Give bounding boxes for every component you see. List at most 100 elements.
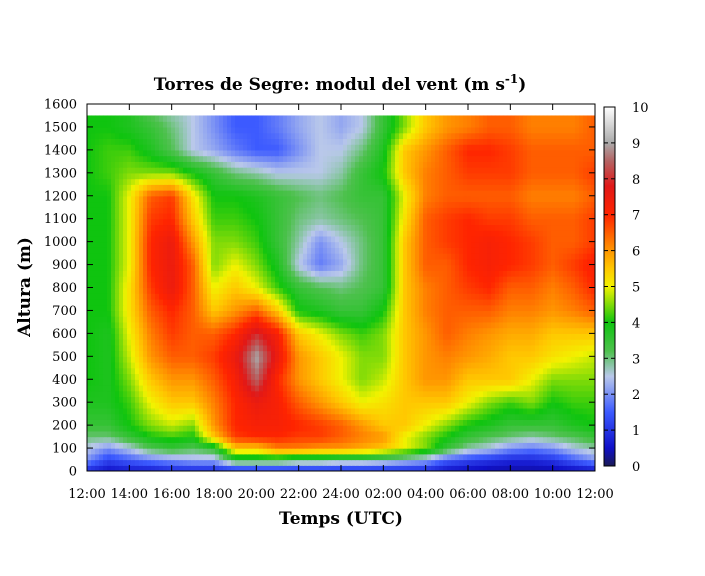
heatmap-cell xyxy=(95,339,100,346)
heatmap-cell xyxy=(479,310,484,317)
heatmap-cell xyxy=(263,425,268,432)
heatmap-cell xyxy=(115,396,120,403)
heatmap-cell xyxy=(375,270,380,277)
heatmap-cell xyxy=(371,310,376,317)
heatmap-cell xyxy=(123,327,128,334)
heatmap-cell xyxy=(171,247,176,254)
heatmap-cell xyxy=(447,384,452,392)
heatmap-cell xyxy=(467,419,472,426)
heatmap-cell xyxy=(339,430,344,438)
heatmap-cell xyxy=(351,339,356,346)
heatmap-cell xyxy=(391,362,396,369)
heatmap-cell xyxy=(87,362,92,369)
heatmap-cell xyxy=(587,453,592,461)
heatmap-cell xyxy=(463,430,468,438)
heatmap-cell xyxy=(559,264,564,271)
heatmap-cell xyxy=(251,413,256,420)
heatmap-cell xyxy=(143,425,148,432)
heatmap-cell xyxy=(211,436,216,443)
heatmap-cell xyxy=(559,276,564,283)
heatmap-cell xyxy=(447,430,452,438)
heatmap-cell xyxy=(503,419,508,426)
heatmap-cell xyxy=(363,339,368,346)
heatmap-cell xyxy=(163,316,168,323)
heatmap-cell xyxy=(123,402,128,409)
heatmap-cell xyxy=(223,448,228,455)
heatmap-cell xyxy=(295,293,300,300)
heatmap-cell xyxy=(331,270,336,277)
heatmap-cell xyxy=(127,276,132,283)
heatmap-cell xyxy=(563,253,568,260)
heatmap-cell xyxy=(551,321,556,329)
heatmap-cell xyxy=(223,339,228,346)
heatmap-cell xyxy=(507,459,512,466)
heatmap-cell xyxy=(199,362,204,369)
heatmap-cell xyxy=(467,390,472,398)
heatmap-cell xyxy=(231,453,236,461)
heatmap-cell xyxy=(135,293,140,300)
heatmap-cell xyxy=(383,281,388,289)
heatmap-cell xyxy=(395,430,400,438)
heatmap-cell xyxy=(411,293,416,300)
heatmap-cell xyxy=(335,356,340,363)
heatmap-cell xyxy=(471,407,476,415)
heatmap-cell xyxy=(299,448,304,455)
heatmap-cell xyxy=(239,321,244,329)
heatmap-cell xyxy=(363,327,368,334)
heatmap-cell xyxy=(127,327,132,334)
heatmap-cell xyxy=(567,356,572,363)
heatmap-cell xyxy=(419,379,424,386)
heatmap-cell xyxy=(407,270,412,277)
heatmap-cell xyxy=(231,362,236,369)
heatmap-cell xyxy=(359,459,364,466)
heatmap-cell xyxy=(579,413,584,420)
heatmap-cell xyxy=(207,247,212,254)
heatmap-cell xyxy=(587,407,592,415)
heatmap-cell xyxy=(191,425,196,432)
heatmap-cell xyxy=(435,442,440,449)
heatmap-cell xyxy=(283,258,288,266)
heatmap-cell xyxy=(403,247,408,254)
heatmap-cell xyxy=(487,270,492,277)
heatmap-cell xyxy=(243,362,248,369)
heatmap-cell xyxy=(507,321,512,329)
heatmap-cell xyxy=(455,264,460,271)
heatmap-cell xyxy=(107,293,112,300)
heatmap-cell xyxy=(383,344,388,352)
heatmap-cell xyxy=(123,453,128,461)
heatmap-cell xyxy=(99,304,104,312)
heatmap-cell xyxy=(359,310,364,317)
heatmap-cell xyxy=(203,419,208,426)
heatmap-cell xyxy=(463,373,468,380)
heatmap-cell xyxy=(131,293,136,300)
heatmap-cell xyxy=(467,459,472,466)
heatmap-cell xyxy=(279,425,284,432)
heatmap-cell xyxy=(435,287,440,294)
heatmap-cell xyxy=(275,276,280,283)
heatmap-cell xyxy=(479,356,484,363)
heatmap-cell xyxy=(167,327,172,334)
heatmap-cell xyxy=(483,436,488,443)
heatmap-cell xyxy=(487,442,492,449)
heatmap-cell xyxy=(163,287,168,294)
heatmap-cell xyxy=(367,448,372,455)
heatmap-cell xyxy=(547,339,552,346)
heatmap-cell xyxy=(591,270,595,277)
heatmap-cell xyxy=(531,253,536,260)
heatmap-cell xyxy=(503,293,508,300)
heatmap-cell xyxy=(363,304,368,312)
heatmap-cell xyxy=(471,402,476,409)
heatmap-cell xyxy=(111,339,116,346)
heatmap-cell xyxy=(111,327,116,334)
heatmap-cell xyxy=(455,384,460,392)
heatmap-cell xyxy=(215,465,220,471)
heatmap-cell xyxy=(143,390,148,398)
heatmap-cell xyxy=(255,453,260,461)
heatmap-cell xyxy=(491,304,496,312)
heatmap-cell xyxy=(387,298,392,306)
heatmap-cell xyxy=(363,413,368,420)
heatmap-cell xyxy=(323,413,328,420)
heatmap-cell xyxy=(543,356,548,363)
heatmap-cell xyxy=(115,316,120,323)
heatmap-cell xyxy=(423,276,428,283)
